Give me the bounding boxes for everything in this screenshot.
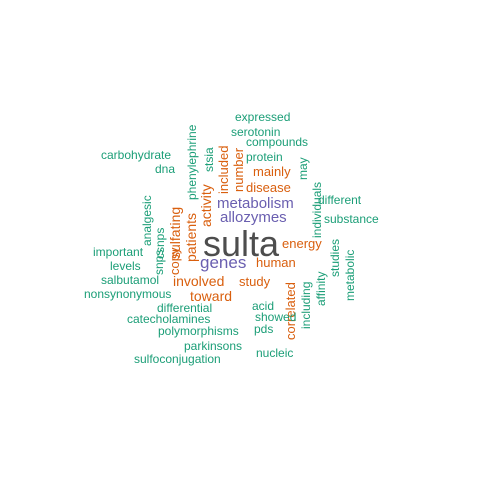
word-sulta: sulta: [203, 223, 280, 264]
word-toward: toward: [190, 288, 233, 304]
word-metabolism: metabolism: [217, 195, 294, 212]
word-salbutamol: salbutamol: [101, 273, 160, 287]
word-genes: genes: [200, 253, 247, 272]
word-catecholamines: catecholamines: [127, 312, 211, 326]
word-patients: patients: [183, 212, 199, 262]
word-mainly: mainly: [253, 164, 291, 179]
word-energy: energy: [282, 236, 322, 251]
word-serotonin: serotonin: [231, 125, 281, 139]
word-pds: pds: [254, 322, 274, 336]
word-showed: showed: [255, 310, 297, 324]
word-disease: disease: [246, 180, 291, 195]
word-activity: activity: [198, 184, 214, 227]
word-phenylephrine: phenylephrine: [185, 124, 199, 200]
word-human: human: [256, 255, 296, 270]
word-analgesic: analgesic: [140, 195, 154, 246]
word-number: number: [231, 147, 246, 192]
word-sulfoconjugation: sulfoconjugation: [134, 352, 221, 366]
word-levels: levels: [110, 259, 141, 273]
word-protein: protein: [246, 150, 283, 164]
word-allozymes: allozymes: [220, 209, 287, 226]
word-including: including: [299, 281, 313, 329]
word-important: important: [93, 245, 144, 259]
word-copy: copy: [167, 247, 182, 275]
word-acid: acid: [252, 299, 275, 313]
word-expressed: expressed: [235, 110, 291, 124]
word-nonsynonymous: nonsynonymous: [84, 287, 172, 301]
word-snps: snps: [152, 249, 166, 275]
word-nucleic: nucleic: [256, 346, 294, 360]
word-included: included: [216, 145, 231, 194]
word-different: different: [318, 193, 362, 207]
word-differential: differential: [157, 301, 213, 315]
word-dna: dna: [155, 162, 176, 176]
word-study: study: [239, 274, 271, 289]
word-polymorphisms: polymorphisms: [158, 324, 239, 338]
word-individuals: individuals: [310, 181, 324, 238]
word-affinity: affinity: [314, 271, 328, 306]
word-involved: involved: [173, 273, 225, 289]
word-may: may: [296, 157, 310, 180]
word-carbohydrate: carbohydrate: [101, 148, 172, 162]
word-studies: studies: [328, 238, 342, 277]
word-parkinsons: parkinsons: [184, 339, 243, 353]
word-substance: substance: [324, 212, 379, 226]
word-compounds: compounds: [246, 135, 309, 149]
word-stsia: stsia: [202, 147, 216, 172]
word-metabolic: metabolic: [343, 249, 357, 301]
